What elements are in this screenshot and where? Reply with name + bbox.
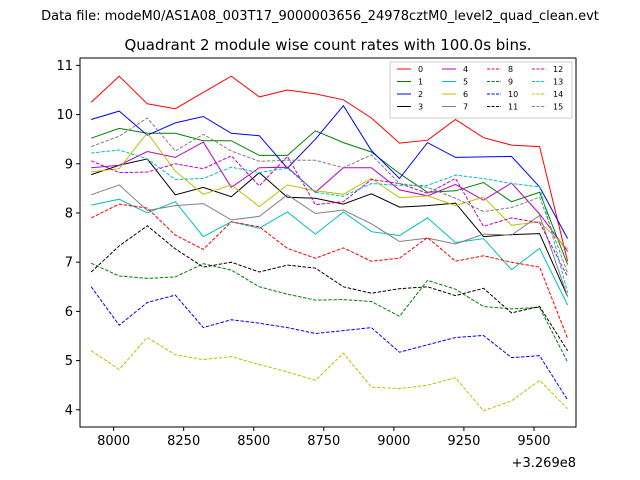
- legend-label-11: 11: [508, 103, 518, 112]
- chart-suptitle: Data file: modeM0/AS1A08_003T17_90000036…: [41, 9, 599, 24]
- chart-title: Quadrant 2 module wise count rates with …: [124, 36, 531, 54]
- legend-label-8: 8: [508, 65, 513, 74]
- legend-label-13: 13: [553, 78, 563, 87]
- legend-label-9: 9: [508, 78, 513, 87]
- legend-label-2: 2: [418, 90, 423, 99]
- plot-axes: [79, 57, 577, 428]
- x-tick-label: 9500: [517, 434, 550, 449]
- y-tick-label: 9: [65, 157, 73, 172]
- y-tick-label: 4: [65, 403, 73, 418]
- plot-series: [90, 75, 569, 412]
- series-line-3: [91, 158, 569, 297]
- x-tick-label: 9250: [447, 434, 480, 449]
- series-line-10: [90, 286, 569, 401]
- legend-label-6: 6: [463, 90, 468, 99]
- y-tick-label: 7: [65, 256, 73, 271]
- series-line-5: [91, 198, 569, 306]
- legend-label-15: 15: [553, 103, 563, 112]
- legend-frame: [389, 61, 573, 119]
- series-line-13: [91, 149, 569, 293]
- y-tick-label: 8: [65, 206, 73, 221]
- y-tick-label: 10: [56, 108, 73, 123]
- y-tick-label: 11: [56, 59, 73, 74]
- legend-label-4: 4: [463, 65, 468, 74]
- legend-label-3: 3: [418, 103, 423, 112]
- x-tick-label: 8000: [97, 434, 130, 449]
- series-line-9: [90, 262, 569, 363]
- x-tick-label: 8500: [237, 434, 270, 449]
- legend-label-5: 5: [463, 78, 468, 87]
- y-tick-label: 6: [65, 305, 73, 320]
- series-line-11: [90, 225, 569, 351]
- series-line-4: [91, 141, 569, 252]
- series-line-1: [91, 127, 569, 265]
- series-line-8: [90, 203, 569, 339]
- legend-label-12: 12: [553, 65, 563, 74]
- series-line-7: [91, 184, 569, 297]
- series-line-12: [91, 155, 569, 278]
- legend-label-7: 7: [463, 103, 468, 112]
- x-tick-label: 8250: [167, 434, 200, 449]
- y-tick-label: 5: [65, 354, 73, 369]
- legend-label-10: 10: [508, 90, 518, 99]
- x-tick-label: 8750: [307, 434, 340, 449]
- x-offset-label: +3.269e8: [512, 456, 576, 471]
- series-line-0: [90, 75, 569, 262]
- legend-label-0: 0: [418, 65, 423, 74]
- series-line-2: [91, 104, 569, 239]
- legend-label-1: 1: [418, 78, 423, 87]
- x-tick-label: 9000: [377, 434, 410, 449]
- legend-label-14: 14: [553, 90, 563, 99]
- series-line-14: [90, 336, 568, 412]
- series-line-15: [91, 117, 569, 274]
